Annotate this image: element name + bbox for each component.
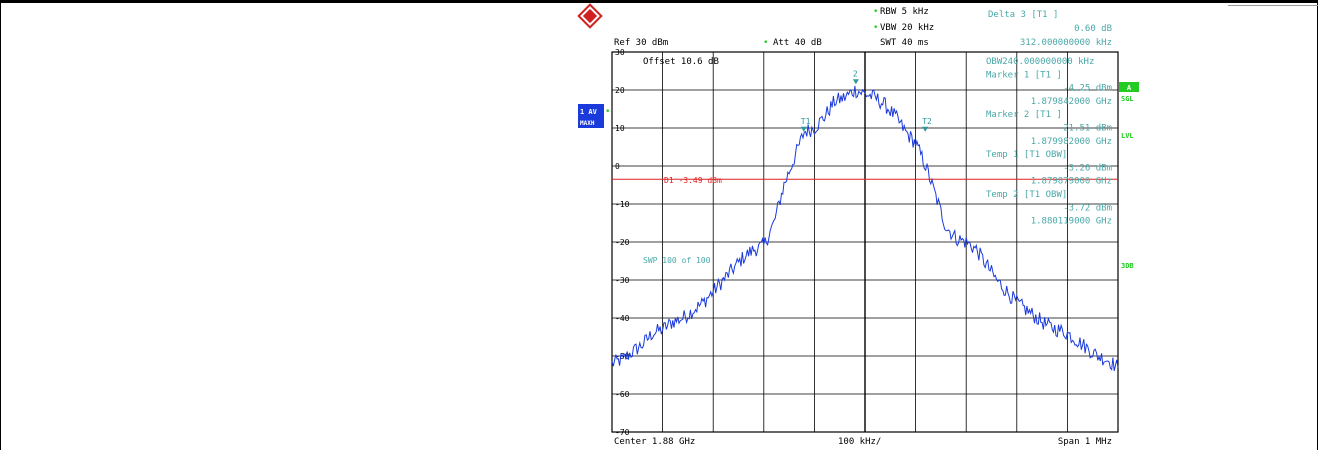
y-tick-label: 30 — [615, 48, 625, 57]
center-frequency: Center 1.88 GHz — [614, 437, 695, 447]
grid — [612, 52, 1118, 432]
readout-line: 21.51 dBm — [1063, 124, 1112, 134]
status-3db: 3DB — [1121, 262, 1134, 270]
readout-line: Temp 1 [T1 OBW] — [986, 150, 1067, 160]
vbw-bullet: • — [873, 23, 878, 33]
status-a: A — [1127, 84, 1132, 92]
marker-triangle — [800, 126, 807, 132]
readout-line: 1.879879000 GHz — [1031, 177, 1112, 187]
rbw-bullet: • — [873, 7, 878, 17]
vbw-setting: VBW 20 kHz — [880, 23, 934, 33]
markers: T1 2 T2 — [800, 69, 932, 132]
trace-mode-maxh: MAXH — [580, 120, 595, 127]
display-line-label: D1 -3.49 dBm — [664, 176, 722, 185]
readout-line: -4.25 dBm — [1063, 84, 1112, 94]
delta-marker-value: 0.60 dB — [1074, 24, 1112, 34]
y-tick-label: 0 — [615, 162, 620, 171]
y-tick-label: 10 — [615, 124, 625, 133]
sweep-count: SWP 100 of 100 — [643, 256, 711, 265]
y-tick-label: -10 — [615, 200, 630, 209]
attenuation: Att 40 dB — [773, 38, 822, 48]
trace-mode-box — [578, 104, 604, 128]
readout-line: 1.879842000 GHz — [1031, 97, 1112, 107]
readout-line: -3.26 dBm — [1063, 163, 1112, 173]
top-border — [0, 0, 1318, 3]
readout-line: Temp 2 [T1 OBW] — [986, 190, 1067, 200]
readout-line: OBW240.000000000 kHz — [986, 57, 1094, 67]
marker-readout: OBW240.000000000 kHz Marker 1 [T1 ]-4.25 … — [986, 57, 1112, 227]
delta-marker-title: Delta 3 [T1 ] — [988, 10, 1058, 20]
readout-line: 1.879982000 GHz — [1031, 137, 1112, 147]
status-a-box — [1119, 82, 1139, 92]
offset-label: Offset 10.6 dB — [643, 57, 719, 67]
readout-line: -3.72 dBm — [1063, 203, 1112, 213]
marker-label: 2 — [853, 69, 858, 78]
trace-1 — [611, 85, 1119, 372]
trace-mode-av: 1 AV — [580, 108, 598, 116]
y-tick-label: -70 — [615, 428, 630, 437]
marker-label: T1 — [801, 117, 811, 126]
status-lvl: LVL — [1121, 132, 1134, 140]
delta-marker-freq: 312.000000000 kHz — [1020, 38, 1112, 48]
marker-label: T2 — [922, 117, 932, 126]
top-right-rule — [1228, 5, 1318, 6]
rbw-setting: RBW 5 kHz — [880, 7, 929, 17]
span: Span 1 MHz — [1058, 437, 1112, 447]
y-tick-label: -20 — [615, 238, 630, 247]
swt-setting: SWT 40 ms — [880, 38, 929, 48]
span-per-division: 100 kHz/ — [838, 437, 881, 447]
readout-line: Marker 2 [T1 ] — [986, 110, 1062, 120]
y-tick-label: -30 — [615, 276, 630, 285]
rohde-schwarz-logo — [577, 3, 603, 29]
y-tick-label: -40 — [615, 314, 630, 323]
readout-line: Marker 1 [T1 ] — [986, 70, 1062, 80]
marker-triangle — [922, 126, 929, 132]
y-tick-label: 20 — [615, 86, 625, 95]
status-sgl: SGL — [1121, 95, 1134, 103]
att-bullet: • — [763, 38, 768, 48]
y-tick-label: -60 — [615, 390, 630, 399]
marker-triangle — [852, 79, 859, 85]
ref-level: Ref 30 dBm — [614, 38, 668, 48]
readout-line: 1.880119000 GHz — [1031, 217, 1112, 227]
trace-mode-bullet: • — [605, 107, 610, 117]
